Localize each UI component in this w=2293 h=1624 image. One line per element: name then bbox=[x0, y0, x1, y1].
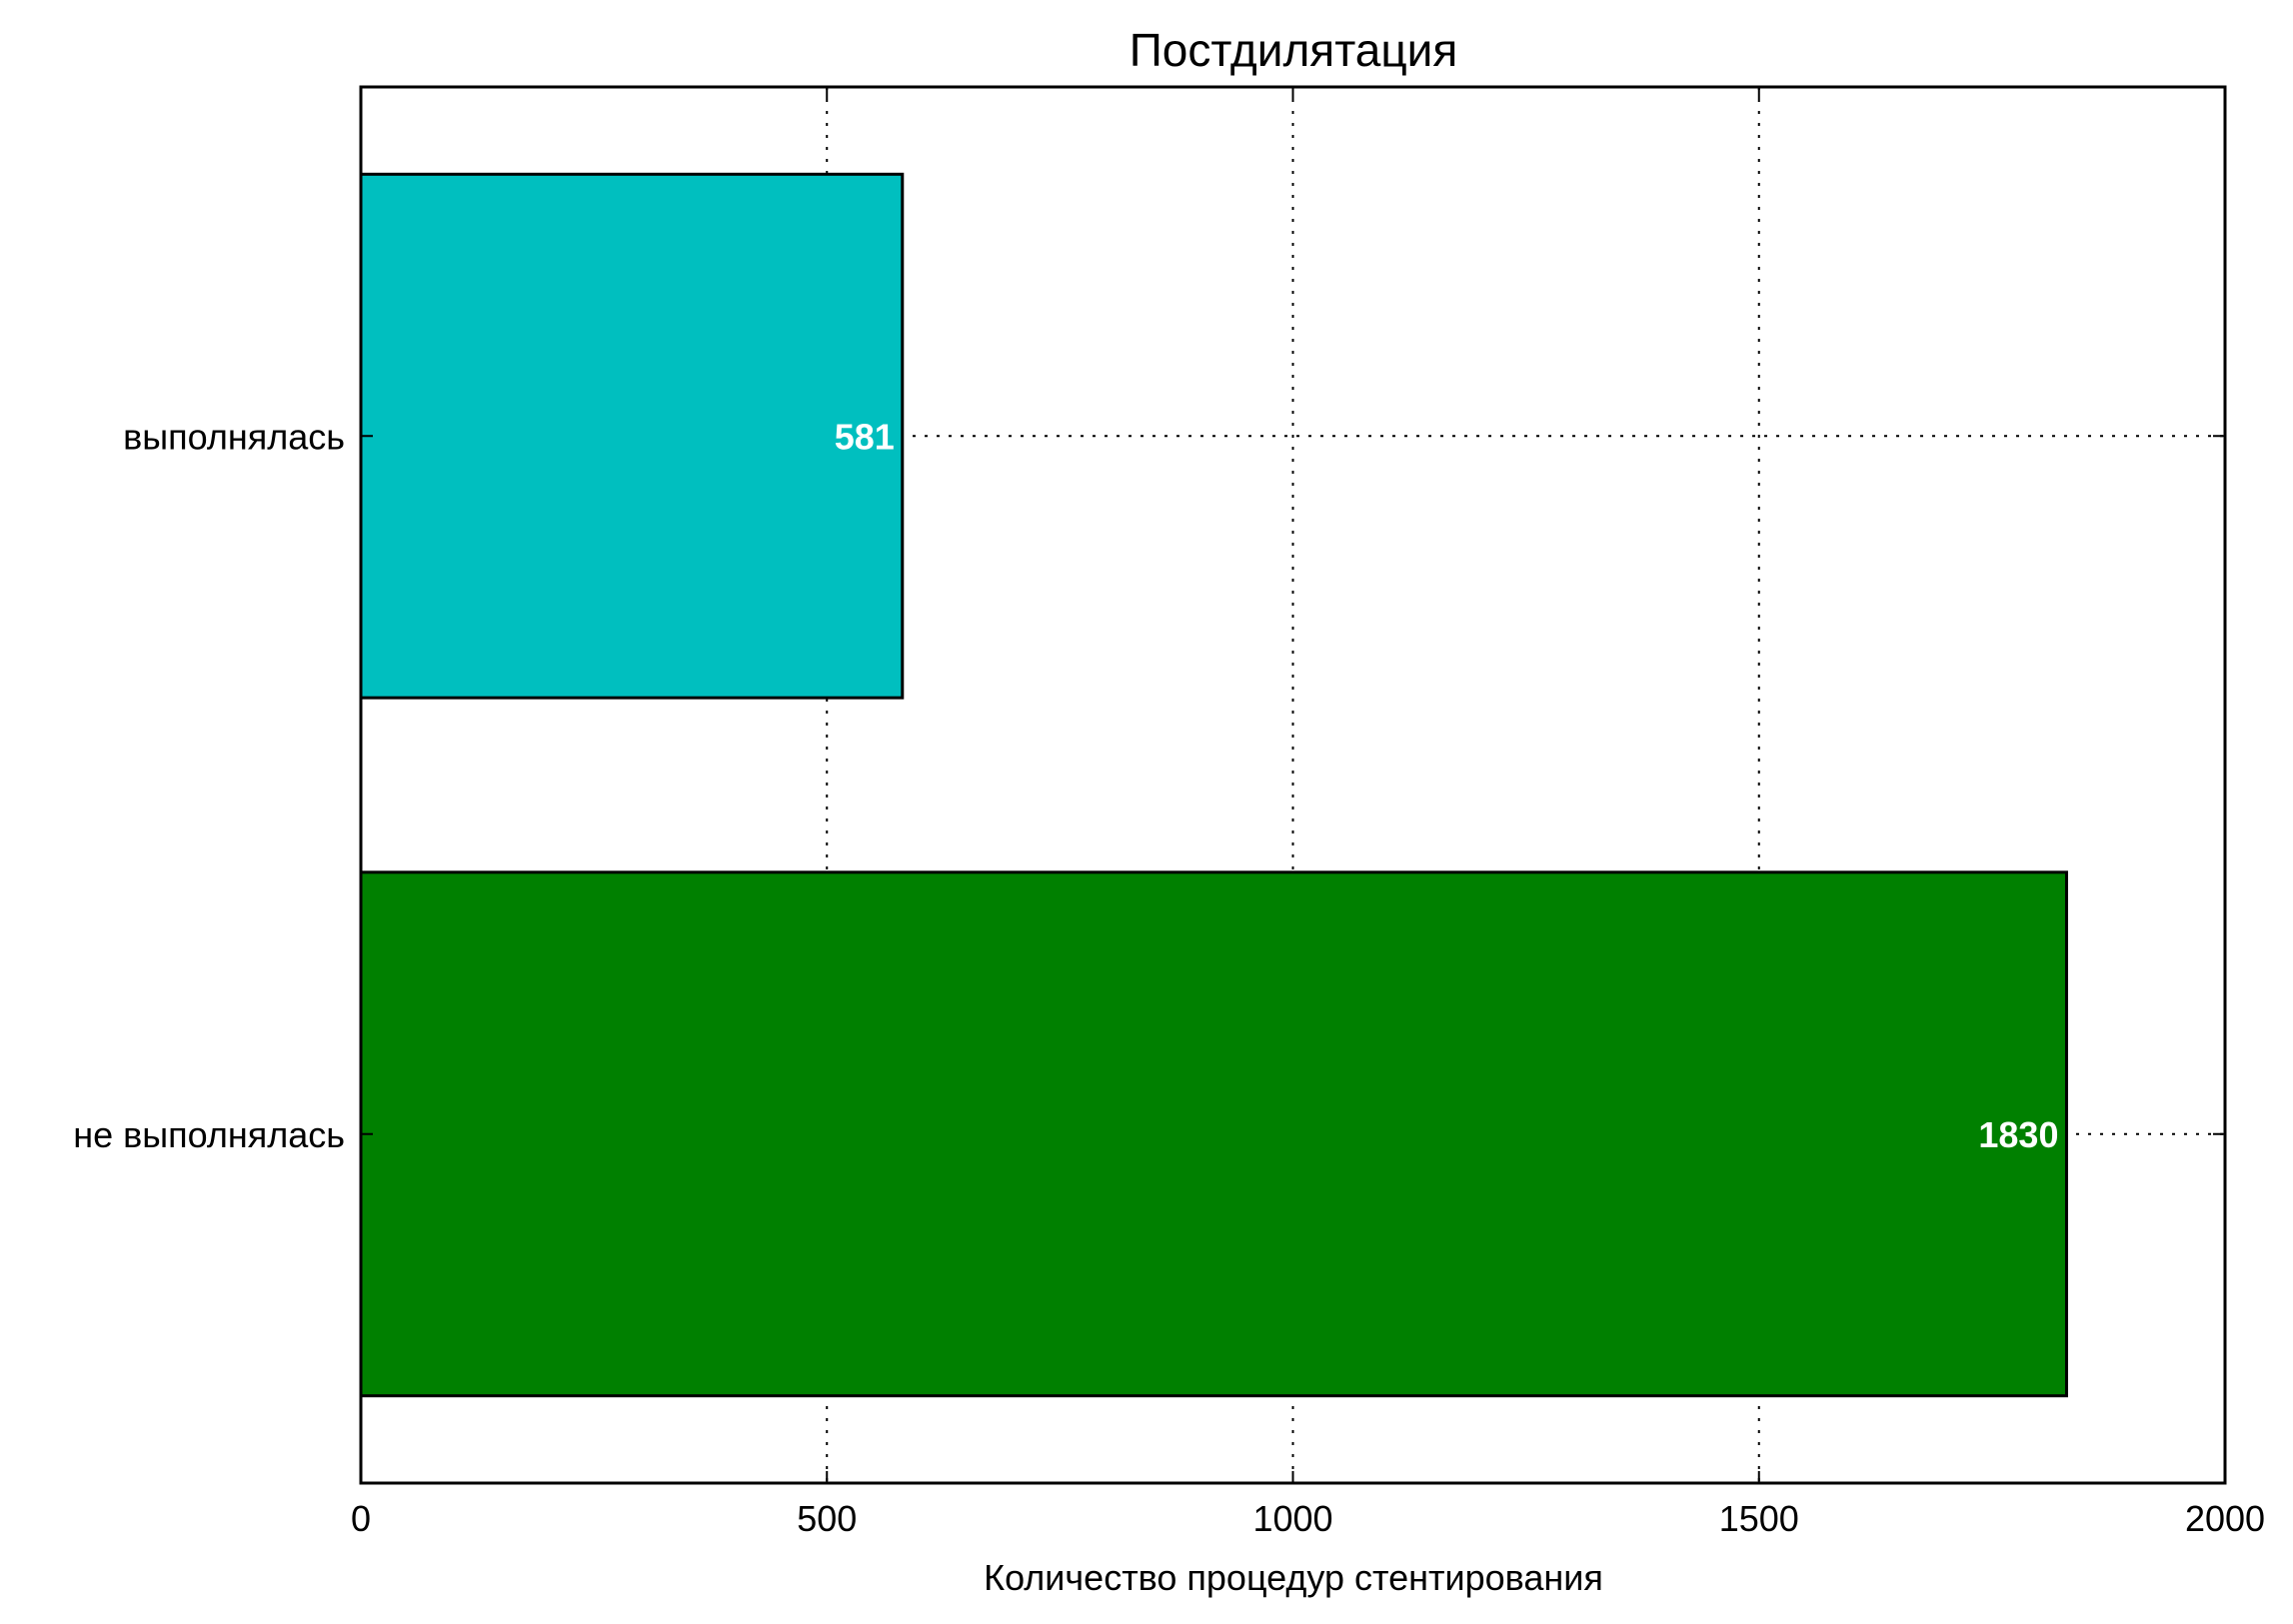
x-tick-label: 0 bbox=[351, 1498, 371, 1539]
y-tick-label: не выполнялась bbox=[73, 1114, 345, 1155]
y-tick-label: выполнялась bbox=[123, 416, 345, 457]
bar-1 bbox=[359, 870, 2068, 1398]
x-axis-title: Количество процедур стентирования bbox=[984, 1557, 1603, 1598]
x-tick-label: 1500 bbox=[1719, 1498, 1799, 1539]
bars: 581 1830 bbox=[359, 172, 2068, 1398]
x-tick-label: 2000 bbox=[2185, 1498, 2265, 1539]
x-tick-label: 500 bbox=[797, 1498, 857, 1539]
bar-data-label: 581 bbox=[835, 416, 895, 457]
plot-frame bbox=[359, 85, 2227, 1485]
x-tick-label: 1000 bbox=[1252, 1498, 1332, 1539]
bar-0 bbox=[359, 172, 905, 700]
y-axis-tick-labels: выполнялась не выполнялась bbox=[73, 416, 345, 1155]
chart-title: Постдилятация bbox=[1130, 24, 1458, 76]
x-axis-tick-labels: 0 500 1000 1500 2000 bbox=[351, 1498, 2265, 1539]
bar-data-label: 1830 bbox=[1978, 1114, 2058, 1155]
